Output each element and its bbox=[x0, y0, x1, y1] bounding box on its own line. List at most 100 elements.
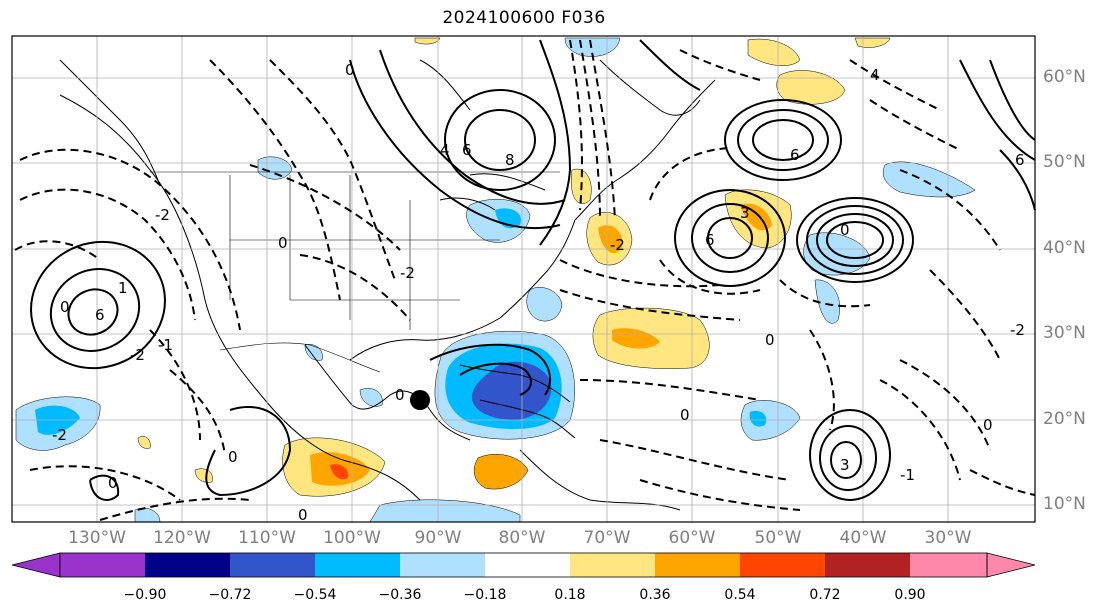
lat-tick-label: 10°N bbox=[1043, 494, 1086, 514]
map-frame bbox=[11, 35, 1036, 523]
map-title: 2024100600 F036 bbox=[442, 8, 606, 28]
lat-tick-label: 30°N bbox=[1043, 323, 1086, 343]
lon-tick-label: 110°W bbox=[238, 528, 296, 548]
colorbar-bin bbox=[315, 553, 400, 577]
colorbar-bin bbox=[145, 553, 230, 577]
contour-label: 0 bbox=[228, 448, 238, 466]
lon-tick-label: 100°W bbox=[323, 528, 381, 548]
contour-label: -2 bbox=[130, 346, 145, 364]
dashed-contours bbox=[14, 39, 1036, 521]
contour-label: -1 bbox=[158, 336, 173, 354]
positive-anomaly-hudson bbox=[414, 37, 441, 45]
solid-contours bbox=[30, 39, 1036, 501]
positive-anomaly-small-pacific bbox=[137, 436, 151, 449]
colorbar-outline bbox=[59, 552, 988, 578]
colorbar-bin bbox=[60, 553, 145, 577]
map-background bbox=[12, 36, 1035, 522]
colorbar-tick-label: 0.54 bbox=[724, 587, 756, 603]
colorbar-tick-label: −0.18 bbox=[463, 587, 507, 603]
contour-label: 4 bbox=[440, 141, 450, 159]
colorbar-tick-label: 0.90 bbox=[894, 587, 926, 603]
negative-anomaly-iberia-north bbox=[882, 161, 976, 198]
positive-anomaly-caribbean bbox=[473, 454, 529, 490]
contour-label: 6 bbox=[790, 146, 800, 164]
positive-anomaly-subtropical-core bbox=[612, 328, 660, 349]
colorbar-bin bbox=[655, 553, 740, 577]
lon-tick-label: 120°W bbox=[153, 528, 211, 548]
contour-label: 0 bbox=[840, 221, 850, 239]
negative-anomaly-baja bbox=[304, 344, 323, 361]
negative-anomaly-gulf-core bbox=[471, 361, 552, 420]
contour-label: -2 bbox=[155, 206, 170, 224]
contour-label: 0 bbox=[765, 331, 775, 349]
lon-tick-label: 70°W bbox=[583, 528, 631, 548]
contour-label: 1 bbox=[118, 279, 128, 297]
colorbar-bin bbox=[230, 553, 315, 577]
lon-tick-label: 80°W bbox=[498, 528, 546, 548]
lat-tick-label: 40°N bbox=[1043, 238, 1086, 258]
contour-label: 0 bbox=[108, 474, 118, 492]
colorbar-bin bbox=[740, 553, 825, 577]
positive-anomaly-mexico-pacific-core bbox=[330, 464, 349, 480]
contour-label: 0 bbox=[680, 406, 690, 424]
storm-center-marker bbox=[410, 390, 430, 410]
contour-label: 0 bbox=[395, 386, 405, 404]
contour-label: -2 bbox=[1010, 321, 1025, 339]
contour-label: -1 bbox=[900, 466, 915, 484]
lon-tick-label: 90°W bbox=[414, 528, 462, 548]
colorbar-extend-low bbox=[11, 552, 61, 578]
colorbar bbox=[11, 552, 1036, 578]
contour-label: 8 bbox=[505, 151, 515, 169]
colorbar-tick-label: 0.36 bbox=[639, 587, 671, 603]
contour-label: 3 bbox=[840, 456, 850, 474]
colorbar-bin bbox=[910, 553, 987, 577]
positive-anomaly-north-corner bbox=[854, 37, 891, 48]
contour-label: 4 bbox=[870, 66, 880, 84]
negative-anomaly-mid-atlantic bbox=[526, 287, 563, 322]
colorbar-tick-label: 0.72 bbox=[809, 587, 841, 603]
negative-anomaly-central-atlantic-core bbox=[749, 410, 767, 427]
lat-tick-label: 60°N bbox=[1043, 67, 1086, 87]
contour-label: 0 bbox=[60, 298, 70, 316]
contour-label: 6 bbox=[1015, 151, 1025, 169]
positive-anomaly-new-england-core bbox=[598, 225, 623, 254]
contour-label: 0 bbox=[345, 61, 355, 79]
colorbar-tick-label: 0.18 bbox=[554, 587, 586, 603]
positive-anomaly-arctic bbox=[747, 38, 801, 66]
contour-label: 0 bbox=[278, 234, 288, 252]
colorbar-bin bbox=[570, 553, 655, 577]
negative-anomaly-azores bbox=[814, 279, 840, 324]
colorbar-bin bbox=[825, 553, 910, 577]
lon-tick-label: 30°W bbox=[924, 528, 972, 548]
lat-tick-label: 50°N bbox=[1043, 152, 1086, 172]
positive-anomaly-greenland bbox=[776, 70, 846, 105]
colorbar-bin bbox=[485, 553, 570, 577]
contour-label: 6 bbox=[95, 306, 105, 324]
colorbar-tick-label: −0.90 bbox=[123, 587, 167, 603]
negative-anomaly-yucatan bbox=[359, 388, 383, 407]
contour-labels: 6 0 1 -2 -1 4 6 8 0 0 -2 -2 6 3 0 6 0 3 … bbox=[52, 61, 1025, 524]
negative-anomaly-rockies bbox=[257, 156, 293, 180]
positive-anomaly-small-mexico bbox=[194, 468, 213, 483]
contour-label: 6 bbox=[462, 141, 472, 159]
colorbar-bin bbox=[400, 553, 485, 577]
political-borders bbox=[150, 171, 560, 373]
negative-anomaly-baffin bbox=[564, 37, 621, 57]
colorbar-tick-label: −0.54 bbox=[293, 587, 337, 603]
colorbar-extend-high bbox=[986, 552, 1036, 578]
lon-tick-label: 50°W bbox=[754, 528, 802, 548]
gridlines bbox=[12, 36, 1035, 522]
contour-label: -2 bbox=[400, 264, 415, 282]
lon-tick-label: 130°W bbox=[68, 528, 126, 548]
lon-tick-label: 40°W bbox=[839, 528, 887, 548]
contour-label: 6 bbox=[705, 231, 715, 249]
contour-label: 3 bbox=[740, 204, 750, 222]
contour-label: 0 bbox=[983, 416, 993, 434]
contour-label: -2 bbox=[52, 426, 67, 444]
colorbar-tick-label: −0.72 bbox=[208, 587, 252, 603]
contour-label: -2 bbox=[610, 236, 625, 254]
contour-label: 0 bbox=[298, 506, 308, 524]
colorbar-tick-label: −0.36 bbox=[378, 587, 422, 603]
lon-tick-label: 60°W bbox=[668, 528, 716, 548]
